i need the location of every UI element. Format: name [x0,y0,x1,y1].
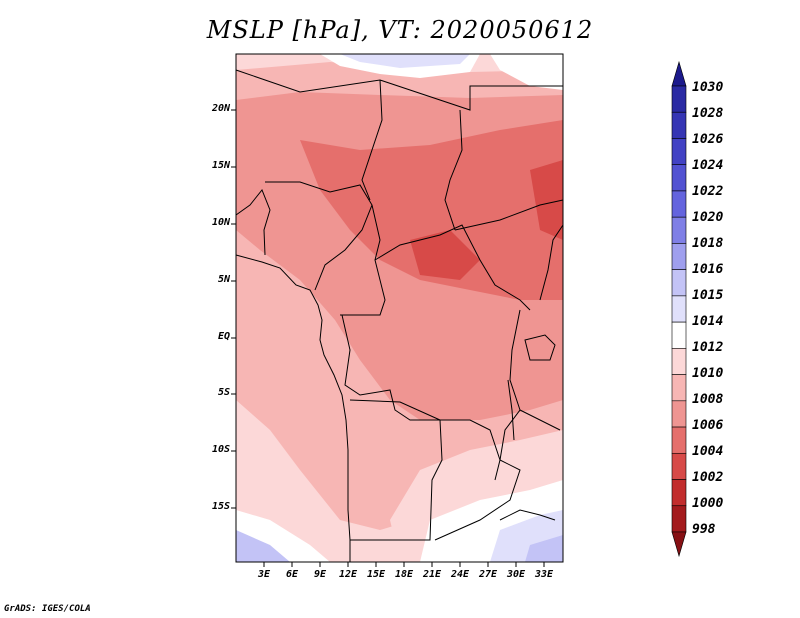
contour-1004-a [410,230,480,280]
colorbar-label: 1016 [692,262,724,277]
colorbar-segment [671,321,687,349]
contour-1015-north [340,54,470,68]
contour-1015-southwest [236,530,290,562]
colorbar-label: 1004 [692,444,724,459]
colorbar-segment [671,190,687,218]
colorbar-segment [671,295,687,323]
border-libya [235,69,563,111]
border-south-sudan [454,199,564,231]
colorbar-label: 1014 [692,314,724,329]
colorbar-segment [671,374,687,402]
colorbar-label: 1020 [692,210,724,225]
border-tanzania [519,409,561,431]
lon-label: 21E [422,569,442,580]
lake-victoria [524,334,556,361]
colorbar-label: 1006 [692,418,724,433]
contour-1016-southeast [525,535,563,562]
colorbar-segment [671,243,687,270]
colorbar-label: 998 [692,522,716,537]
chart-title: MSLP [hPa], VT: 2020050612 [206,16,594,44]
colorbar-label: 1018 [692,236,724,251]
border-chad-sudan [444,109,463,231]
border-zambia [434,419,521,541]
border-niger-chad [361,79,383,201]
contour-1006 [300,120,563,300]
border-mozambique [499,509,556,521]
lat-label: 15S [211,501,230,512]
colorbar-segment [671,269,687,297]
colorbar-segment [671,531,687,558]
colorbar-label: 1012 [692,340,724,355]
border-car [374,224,531,311]
lat-label: 10N [211,217,230,228]
colorbar-segment [671,111,687,139]
border-west-africa [235,189,271,256]
lake-tanganyika [507,379,515,441]
lat-label: 5N [217,274,230,285]
lon-label: 18E [394,569,414,580]
colorbar-segment [671,164,687,192]
colorbar-segment [671,479,687,507]
colorbar-label: 1015 [692,288,724,303]
lon-label: 30E [506,569,526,580]
colorbar-label: 1008 [692,392,724,407]
colorbar-label: 1022 [692,184,724,199]
colorbar-segment [671,60,687,87]
contour-1014-ne [490,54,563,90]
lon-label: 9E [313,569,327,580]
colorbar-label: 1010 [692,366,724,381]
map-borders [235,69,564,562]
colorbar-label: 1000 [692,496,724,511]
colorbar-segment [671,85,687,113]
lat-ticks [231,109,236,509]
colorbar-segment [671,426,687,454]
lon-ticks [263,562,545,567]
lat-label: EQ [217,331,230,342]
lat-label: 10S [211,444,230,455]
colorbar-label: 1002 [692,470,724,485]
border-drc-west [341,314,440,421]
colorbar-segment [671,138,687,166]
border-ethiopia [539,224,564,301]
coastline [235,254,351,562]
colorbar-label: 1026 [692,132,724,147]
map-frame [235,53,564,563]
footer-credit: GrADS: IGES/COLA [4,604,91,614]
lon-label: 12E [338,569,358,580]
border-cameroon [340,204,386,316]
colorbar-label: 1028 [692,106,724,121]
colorbar-segment [671,452,687,480]
lon-label: 15E [366,569,386,580]
contour-1004-b [530,160,563,240]
lat-label: 5S [217,387,230,398]
lon-label: 3E [257,569,271,580]
colorbar-segment [671,348,687,375]
colorbar-segment [671,505,687,533]
border-angola [349,399,443,541]
colorbar-label: 1030 [692,80,724,95]
lon-label: 27E [478,569,498,580]
lon-label: 33E [534,569,554,580]
colorbar-segment [671,216,687,244]
colorbar-label: 1024 [692,158,724,173]
colorbar-segment [671,400,687,428]
colorbar [671,60,687,558]
lat-label: 15N [211,160,230,171]
lon-label: 24E [450,569,470,580]
pressure-field [236,54,563,562]
lon-label: 6E [285,569,299,580]
lat-label: 20N [211,103,230,114]
